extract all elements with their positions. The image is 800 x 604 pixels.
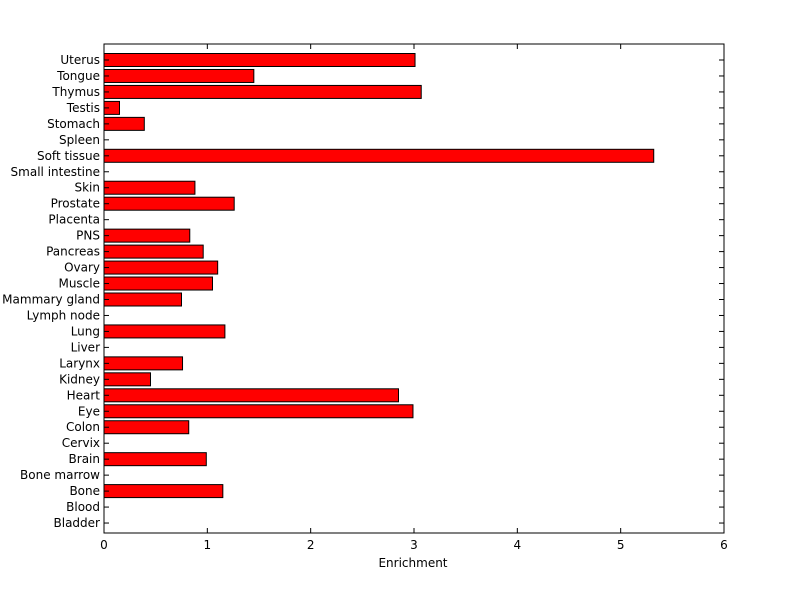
y-tick-label: Colon [66, 420, 100, 434]
x-tick-label: 1 [204, 538, 212, 552]
x-tick-label: 0 [100, 538, 108, 552]
bar-heart [103, 388, 399, 403]
y-tick-label: Cervix [62, 436, 100, 450]
y-tick-label: Eye [78, 404, 100, 418]
bar-colon [103, 420, 190, 435]
y-tick-label: Muscle [58, 277, 100, 291]
x-tick-label: 6 [720, 538, 728, 552]
y-tick-label: Larynx [59, 356, 100, 370]
bar-ovary [103, 260, 219, 275]
bar-muscle [103, 276, 213, 291]
y-tick-label: Heart [67, 388, 101, 402]
bar-bone [103, 484, 224, 499]
bar-soft-tissue [103, 148, 655, 163]
y-tick-label: Spleen [59, 133, 100, 147]
y-tick-label: Kidney [59, 372, 100, 386]
bar-lung [103, 324, 226, 339]
y-tick-label: Uterus [60, 53, 100, 67]
x-axis-label: Enrichment [378, 556, 447, 570]
y-tick-label: Stomach [47, 117, 100, 131]
y-tick-label: Mammary gland [2, 293, 100, 307]
labels-layer: Uterus Tongue Thymus Testis Stomach Spleen Sof… [2, 53, 728, 552]
y-tick-label: Bladder [54, 516, 101, 530]
y-tick-label: Brain [69, 452, 100, 466]
y-tick-label: Testis [66, 101, 100, 115]
y-tick-label: Bone marrow [20, 468, 100, 482]
y-tick-label: Tongue [56, 69, 100, 83]
y-tick-label: Lymph node [27, 308, 100, 322]
y-tick-label: Soft tissue [37, 149, 100, 163]
y-tick-label: Ovary [64, 261, 100, 275]
x-tick-label: 4 [514, 538, 522, 552]
bar-tongue [103, 68, 255, 83]
bar-pns [103, 228, 191, 243]
x-tick-label: 5 [617, 538, 625, 552]
bar-thymus [103, 84, 422, 99]
y-tick-label: Prostate [51, 197, 100, 211]
bar-uterus [103, 53, 416, 67]
y-tick-label: Small intestine [11, 165, 100, 179]
y-tick-label: Skin [74, 181, 100, 195]
y-tick-label: Pancreas [46, 245, 100, 259]
x-tick-label: 2 [307, 538, 315, 552]
bar-larynx [103, 356, 184, 371]
y-tick-label: Bone [69, 484, 100, 498]
bar-pancreas [103, 244, 204, 259]
y-tick-label: Thymus [51, 85, 100, 99]
bar-kidney [103, 372, 151, 387]
y-tick-label: PNS [76, 229, 100, 243]
x-tick-label: 3 [410, 538, 418, 552]
bar-prostate [103, 196, 235, 211]
bar-mammary-gland [103, 292, 182, 307]
y-tick-label: Blood [66, 500, 100, 514]
y-tick-label: Lung [71, 324, 100, 338]
bar-eye [103, 404, 414, 419]
y-tick-label: Placenta [48, 213, 100, 227]
bar-skin [103, 180, 196, 195]
bar-brain [103, 452, 207, 467]
plot-frame [103, 43, 725, 534]
y-tick-label: Liver [71, 340, 101, 354]
bar-stomach [103, 116, 145, 131]
